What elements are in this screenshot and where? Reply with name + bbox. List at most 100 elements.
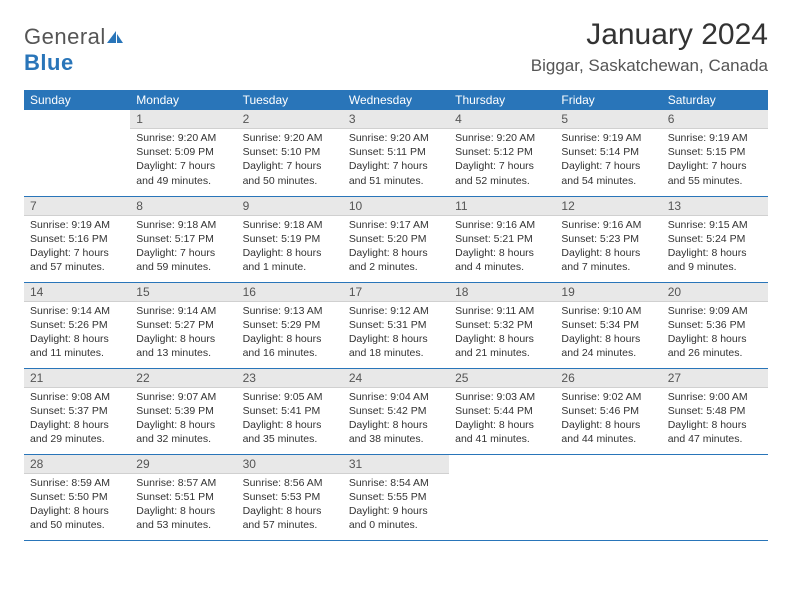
day-number: 22 (130, 369, 236, 388)
day-number: 16 (237, 283, 343, 302)
empty-cell (555, 454, 661, 540)
day-cell: 8Sunrise: 9:18 AMSunset: 5:17 PMDaylight… (130, 196, 236, 282)
day-number: 26 (555, 369, 661, 388)
day-detail: Sunrise: 9:16 AMSunset: 5:21 PMDaylight:… (449, 216, 555, 279)
day-detail: Sunrise: 9:11 AMSunset: 5:32 PMDaylight:… (449, 302, 555, 365)
day-detail: Sunrise: 9:19 AMSunset: 5:15 PMDaylight:… (662, 129, 768, 192)
day-number: 9 (237, 197, 343, 216)
day-cell: 18Sunrise: 9:11 AMSunset: 5:32 PMDayligh… (449, 282, 555, 368)
calendar-row: 7Sunrise: 9:19 AMSunset: 5:16 PMDaylight… (24, 196, 768, 282)
day-number: 28 (24, 455, 130, 474)
day-cell: 12Sunrise: 9:16 AMSunset: 5:23 PMDayligh… (555, 196, 661, 282)
day-cell: 13Sunrise: 9:15 AMSunset: 5:24 PMDayligh… (662, 196, 768, 282)
weekday-header: Thursday (449, 90, 555, 110)
header: GeneralBlue January 2024 Biggar, Saskatc… (24, 18, 768, 76)
day-detail: Sunrise: 9:15 AMSunset: 5:24 PMDaylight:… (662, 216, 768, 279)
day-detail: Sunrise: 9:12 AMSunset: 5:31 PMDaylight:… (343, 302, 449, 365)
calendar-row: 1Sunrise: 9:20 AMSunset: 5:09 PMDaylight… (24, 110, 768, 196)
day-number: 18 (449, 283, 555, 302)
logo-word-2: Blue (24, 50, 74, 75)
day-detail: Sunrise: 9:20 AMSunset: 5:11 PMDaylight:… (343, 129, 449, 192)
calendar-table: SundayMondayTuesdayWednesdayThursdayFrid… (24, 90, 768, 541)
location-text: Biggar, Saskatchewan, Canada (531, 56, 768, 76)
day-cell: 7Sunrise: 9:19 AMSunset: 5:16 PMDaylight… (24, 196, 130, 282)
day-cell: 21Sunrise: 9:08 AMSunset: 5:37 PMDayligh… (24, 368, 130, 454)
day-cell: 11Sunrise: 9:16 AMSunset: 5:21 PMDayligh… (449, 196, 555, 282)
day-detail: Sunrise: 9:00 AMSunset: 5:48 PMDaylight:… (662, 388, 768, 451)
logo: GeneralBlue (24, 24, 124, 76)
day-number: 8 (130, 197, 236, 216)
day-number: 27 (662, 369, 768, 388)
calendar-body: 1Sunrise: 9:20 AMSunset: 5:09 PMDaylight… (24, 110, 768, 540)
day-cell: 16Sunrise: 9:13 AMSunset: 5:29 PMDayligh… (237, 282, 343, 368)
day-number: 14 (24, 283, 130, 302)
day-detail: Sunrise: 9:07 AMSunset: 5:39 PMDaylight:… (130, 388, 236, 451)
day-number: 19 (555, 283, 661, 302)
day-detail: Sunrise: 9:18 AMSunset: 5:17 PMDaylight:… (130, 216, 236, 279)
day-number: 7 (24, 197, 130, 216)
day-number: 20 (662, 283, 768, 302)
day-detail: Sunrise: 9:20 AMSunset: 5:09 PMDaylight:… (130, 129, 236, 192)
day-cell: 9Sunrise: 9:18 AMSunset: 5:19 PMDaylight… (237, 196, 343, 282)
sail-icon (106, 24, 124, 38)
empty-cell (449, 454, 555, 540)
weekday-header: Monday (130, 90, 236, 110)
day-detail: Sunrise: 9:10 AMSunset: 5:34 PMDaylight:… (555, 302, 661, 365)
day-detail: Sunrise: 8:57 AMSunset: 5:51 PMDaylight:… (130, 474, 236, 537)
day-cell: 4Sunrise: 9:20 AMSunset: 5:12 PMDaylight… (449, 110, 555, 196)
logo-text: GeneralBlue (24, 24, 124, 76)
day-number: 10 (343, 197, 449, 216)
day-detail: Sunrise: 9:13 AMSunset: 5:29 PMDaylight:… (237, 302, 343, 365)
calendar-row: 14Sunrise: 9:14 AMSunset: 5:26 PMDayligh… (24, 282, 768, 368)
day-detail: Sunrise: 9:05 AMSunset: 5:41 PMDaylight:… (237, 388, 343, 451)
day-detail: Sunrise: 9:14 AMSunset: 5:26 PMDaylight:… (24, 302, 130, 365)
day-detail: Sunrise: 9:19 AMSunset: 5:16 PMDaylight:… (24, 216, 130, 279)
empty-cell (662, 454, 768, 540)
day-detail: Sunrise: 9:08 AMSunset: 5:37 PMDaylight:… (24, 388, 130, 451)
day-cell: 3Sunrise: 9:20 AMSunset: 5:11 PMDaylight… (343, 110, 449, 196)
day-detail: Sunrise: 8:56 AMSunset: 5:53 PMDaylight:… (237, 474, 343, 537)
day-cell: 17Sunrise: 9:12 AMSunset: 5:31 PMDayligh… (343, 282, 449, 368)
day-detail: Sunrise: 9:04 AMSunset: 5:42 PMDaylight:… (343, 388, 449, 451)
day-cell: 14Sunrise: 9:14 AMSunset: 5:26 PMDayligh… (24, 282, 130, 368)
day-number: 1 (130, 110, 236, 129)
day-detail: Sunrise: 9:20 AMSunset: 5:12 PMDaylight:… (449, 129, 555, 192)
day-cell: 28Sunrise: 8:59 AMSunset: 5:50 PMDayligh… (24, 454, 130, 540)
weekday-header: Tuesday (237, 90, 343, 110)
day-detail: Sunrise: 9:02 AMSunset: 5:46 PMDaylight:… (555, 388, 661, 451)
day-cell: 29Sunrise: 8:57 AMSunset: 5:51 PMDayligh… (130, 454, 236, 540)
day-number: 30 (237, 455, 343, 474)
calendar-header-row: SundayMondayTuesdayWednesdayThursdayFrid… (24, 90, 768, 110)
day-cell: 20Sunrise: 9:09 AMSunset: 5:36 PMDayligh… (662, 282, 768, 368)
day-cell: 15Sunrise: 9:14 AMSunset: 5:27 PMDayligh… (130, 282, 236, 368)
day-detail: Sunrise: 9:16 AMSunset: 5:23 PMDaylight:… (555, 216, 661, 279)
day-detail: Sunrise: 9:19 AMSunset: 5:14 PMDaylight:… (555, 129, 661, 192)
day-number: 24 (343, 369, 449, 388)
day-cell: 1Sunrise: 9:20 AMSunset: 5:09 PMDaylight… (130, 110, 236, 196)
day-detail: Sunrise: 9:09 AMSunset: 5:36 PMDaylight:… (662, 302, 768, 365)
day-number: 25 (449, 369, 555, 388)
day-number: 4 (449, 110, 555, 129)
day-detail: Sunrise: 9:20 AMSunset: 5:10 PMDaylight:… (237, 129, 343, 192)
calendar-row: 28Sunrise: 8:59 AMSunset: 5:50 PMDayligh… (24, 454, 768, 540)
logo-word-1: General (24, 24, 106, 49)
weekday-header: Saturday (662, 90, 768, 110)
day-number: 23 (237, 369, 343, 388)
day-cell: 30Sunrise: 8:56 AMSunset: 5:53 PMDayligh… (237, 454, 343, 540)
day-number: 3 (343, 110, 449, 129)
day-detail: Sunrise: 8:54 AMSunset: 5:55 PMDaylight:… (343, 474, 449, 537)
day-cell: 19Sunrise: 9:10 AMSunset: 5:34 PMDayligh… (555, 282, 661, 368)
day-number: 21 (24, 369, 130, 388)
day-cell: 25Sunrise: 9:03 AMSunset: 5:44 PMDayligh… (449, 368, 555, 454)
title-block: January 2024 Biggar, Saskatchewan, Canad… (531, 18, 768, 76)
day-detail: Sunrise: 9:03 AMSunset: 5:44 PMDaylight:… (449, 388, 555, 451)
calendar-row: 21Sunrise: 9:08 AMSunset: 5:37 PMDayligh… (24, 368, 768, 454)
day-cell: 22Sunrise: 9:07 AMSunset: 5:39 PMDayligh… (130, 368, 236, 454)
day-number: 31 (343, 455, 449, 474)
day-cell: 31Sunrise: 8:54 AMSunset: 5:55 PMDayligh… (343, 454, 449, 540)
day-cell: 24Sunrise: 9:04 AMSunset: 5:42 PMDayligh… (343, 368, 449, 454)
day-number: 12 (555, 197, 661, 216)
day-cell: 23Sunrise: 9:05 AMSunset: 5:41 PMDayligh… (237, 368, 343, 454)
day-number: 11 (449, 197, 555, 216)
day-cell: 5Sunrise: 9:19 AMSunset: 5:14 PMDaylight… (555, 110, 661, 196)
